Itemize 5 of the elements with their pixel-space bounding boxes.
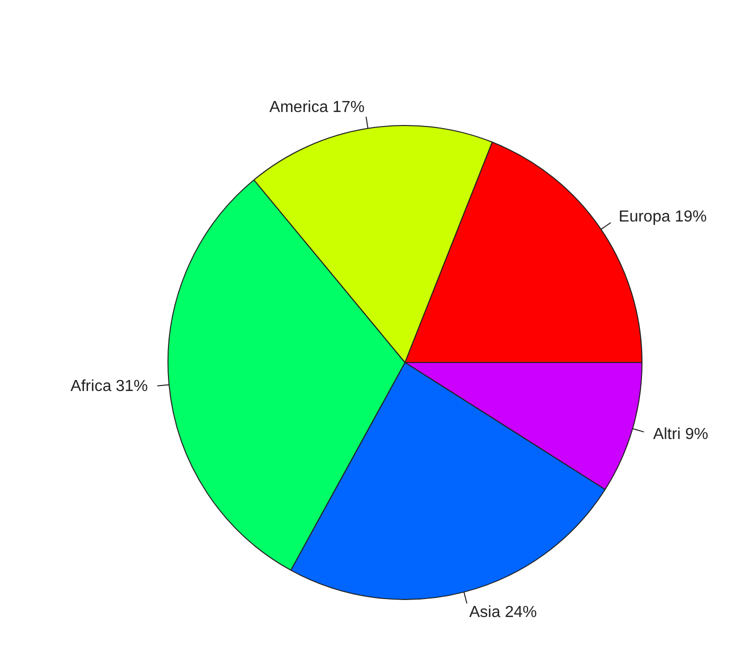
slice-label: Africa 31% (70, 378, 148, 396)
slice-label: Asia 24% (469, 604, 537, 622)
slice-label: Europa 19% (618, 208, 707, 226)
slice-label: America 17% (269, 98, 365, 116)
slice-label: Altri 9% (653, 426, 708, 443)
